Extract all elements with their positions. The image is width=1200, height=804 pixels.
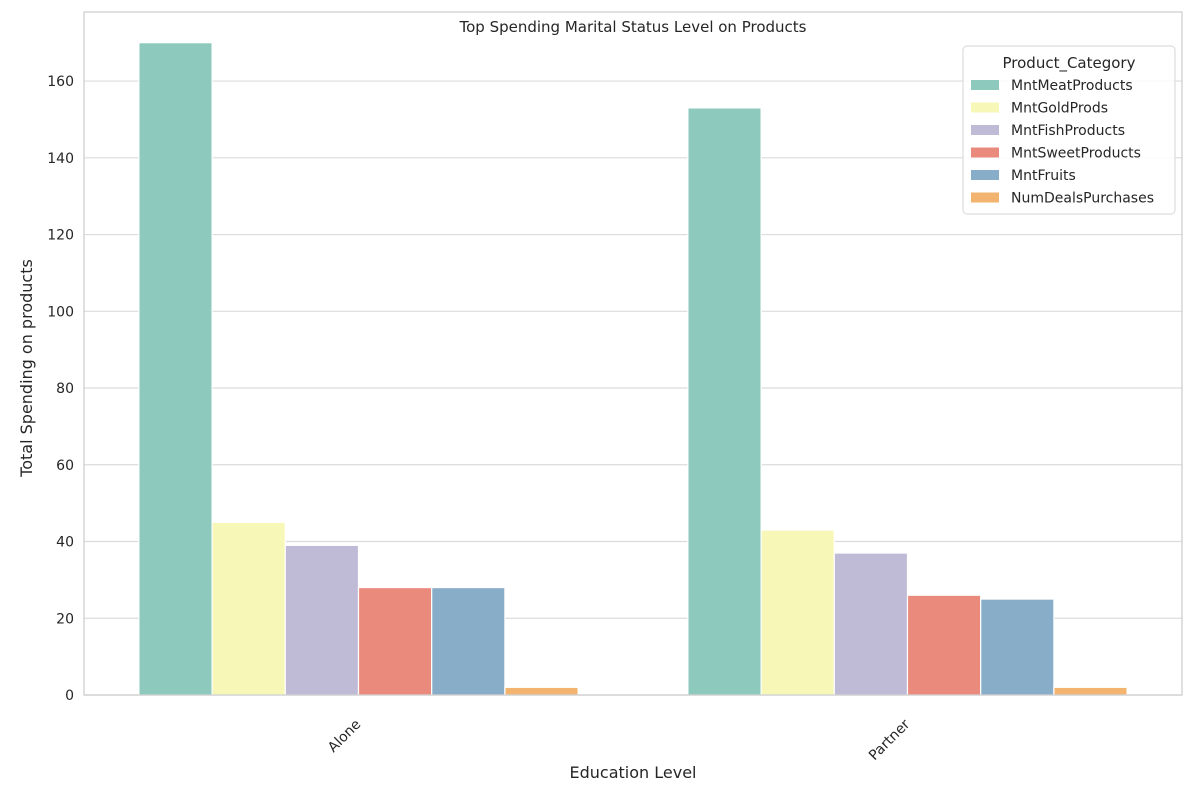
legend-label: MntGoldProds [1011,101,1108,117]
bar-MntGoldProds-Alone [211,521,286,696]
legend-swatch [971,80,999,90]
bar-MntFruits-Partner [980,598,1055,696]
legend-title: Product_Category [1003,54,1136,73]
y-tick-label: 0 [65,688,74,704]
y-axis-label: Total Spending on products [17,259,36,478]
y-tick-label: 80 [56,381,74,397]
legend-swatch [971,125,999,135]
y-tick-label: 140 [47,151,74,167]
bar-MntFruits-Alone [431,586,506,696]
bar-MntFishProducts-Partner [833,552,909,696]
y-tick-label: 20 [56,611,74,627]
bar-MntSweetProducts-Partner [906,594,982,696]
legend: Product_Category MntMeatProducts MntGoldP… [962,45,1176,215]
legend-items: MntMeatProducts MntGoldProds MntFishProduc… [971,78,1154,207]
bar-MntSweetProducts-Alone [357,586,433,696]
y-tick-label: 40 [56,535,74,551]
legend-label: NumDealsPurchases [1011,191,1154,207]
legend-label: MntFruits [1011,168,1076,184]
legend-swatch [971,192,999,203]
y-axis-ticks: 0 20 40 60 80 100 120 140 160 [47,74,74,704]
y-tick-label: 120 [47,228,74,244]
bar-MntGoldProds-Partner [760,529,835,696]
legend-box [962,45,1176,215]
legend-swatch [971,102,999,113]
legend-label: MntFishProducts [1011,123,1125,139]
y-tick-label: 60 [56,458,74,474]
bars [138,42,1128,696]
legend-swatch [971,147,999,158]
bar-NumDealsPurchases-Alone [504,686,579,696]
legend-label: MntSweetProducts [1011,146,1141,162]
legend-swatch [971,170,999,180]
bar-MntMeatProducts-Alone [138,42,213,696]
y-tick-label: 160 [47,74,74,90]
legend-label: MntMeatProducts [1011,78,1133,94]
bar-NumDealsPurchases-Partner [1053,686,1128,696]
x-axis-label: Education Level [570,763,697,782]
chart-title: Top Spending Marital Status Level on Pro… [459,18,807,36]
bar-MntMeatProducts-Partner [687,107,762,696]
plot-frame [83,11,1183,696]
y-tick-label: 100 [47,304,74,320]
bar-MntFishProducts-Alone [284,544,360,696]
